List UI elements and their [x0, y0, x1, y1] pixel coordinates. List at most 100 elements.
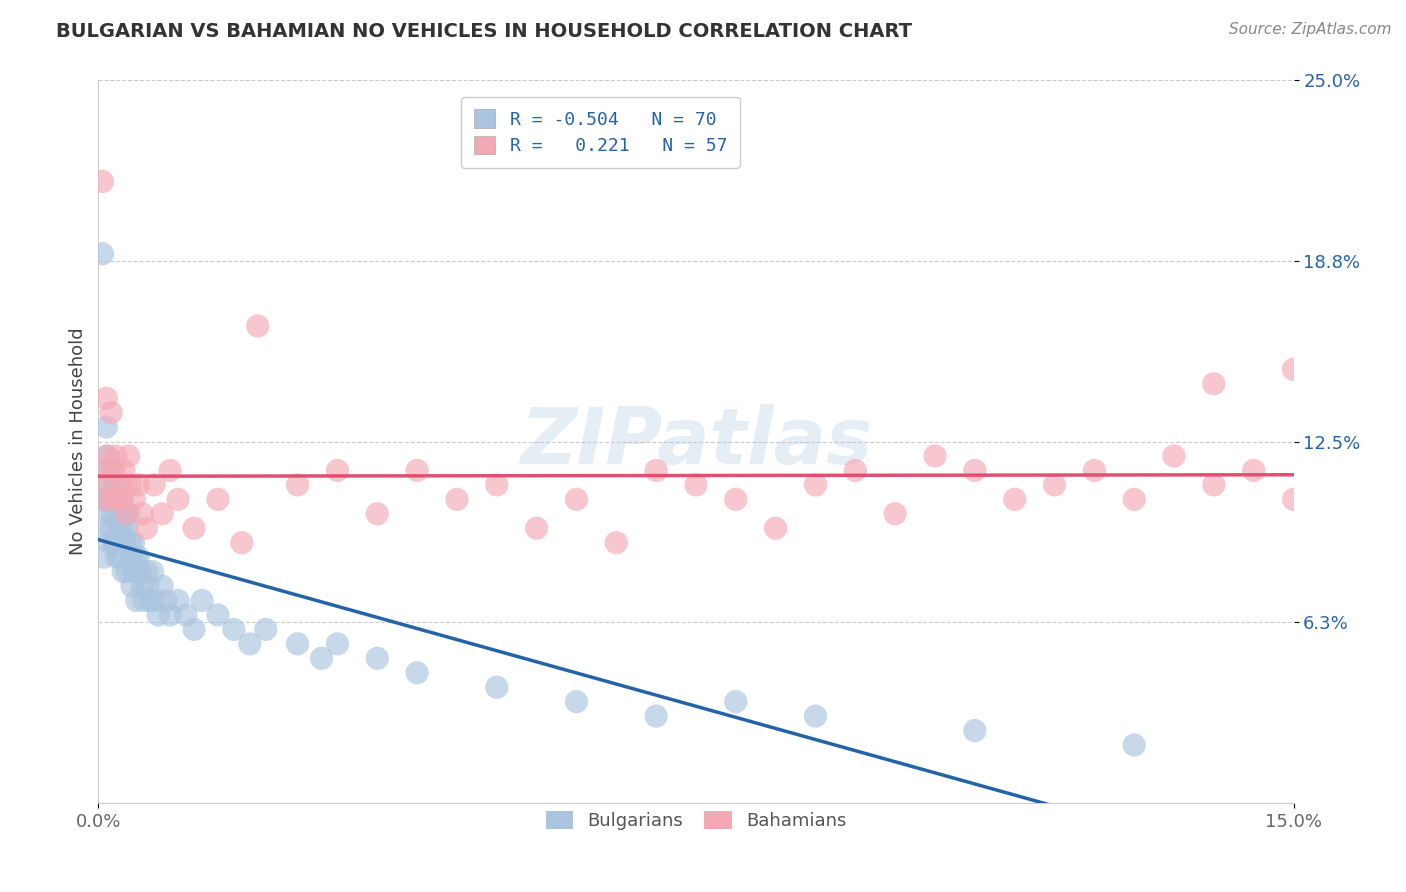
Point: [127, 550, 149, 565]
Point: [167, 593, 190, 607]
Point: [142, 565, 165, 579]
Point: [148, 607, 170, 622]
Point: [222, 623, 245, 637]
Point: [685, 478, 707, 492]
Text: BULGARIAN VS BAHAMIAN NO VEHICLES IN HOUSEHOLD CORRELATION CHART: BULGARIAN VS BAHAMIAN NO VEHICLES IN HOU…: [56, 22, 912, 41]
Y-axis label: No Vehicles in Household: No Vehicles in Household: [69, 327, 87, 556]
Point: [94, 521, 117, 535]
Point: [103, 492, 125, 507]
Point: [120, 550, 142, 565]
Point: [103, 535, 125, 549]
Point: [326, 463, 349, 477]
Point: [100, 521, 122, 535]
Point: [104, 478, 127, 492]
Point: [724, 695, 747, 709]
Point: [1163, 449, 1185, 463]
Point: [112, 463, 135, 477]
Point: [724, 492, 747, 507]
Point: [1043, 478, 1066, 492]
Point: [139, 593, 162, 607]
Point: [183, 623, 205, 637]
Point: [93, 463, 115, 477]
Point: [96, 449, 118, 463]
Point: [1282, 362, 1305, 376]
Point: [246, 318, 269, 333]
Point: [884, 507, 907, 521]
Point: [406, 463, 429, 477]
Point: [91, 246, 114, 260]
Point: [96, 391, 118, 405]
Point: [114, 535, 136, 549]
Point: [159, 463, 181, 477]
Point: [98, 478, 121, 492]
Point: [239, 637, 262, 651]
Point: [446, 492, 468, 507]
Point: [135, 521, 157, 535]
Point: [143, 478, 166, 492]
Point: [107, 507, 129, 521]
Point: [1004, 492, 1026, 507]
Text: ZIPatlas: ZIPatlas: [520, 403, 872, 480]
Point: [1243, 463, 1265, 477]
Point: [1202, 376, 1225, 391]
Point: [125, 550, 148, 565]
Point: [645, 709, 668, 723]
Point: [94, 478, 117, 492]
Point: [112, 565, 135, 579]
Point: [844, 463, 866, 477]
Point: [159, 607, 181, 622]
Point: [111, 492, 134, 507]
Point: [311, 651, 333, 665]
Point: [120, 535, 142, 549]
Point: [101, 492, 124, 507]
Point: [924, 449, 946, 463]
Point: [96, 420, 118, 434]
Point: [125, 593, 148, 607]
Point: [124, 492, 146, 507]
Point: [326, 637, 349, 651]
Point: [366, 507, 388, 521]
Point: [98, 492, 122, 507]
Point: [101, 507, 124, 521]
Point: [143, 593, 166, 607]
Point: [110, 478, 132, 492]
Point: [1123, 492, 1146, 507]
Point: [118, 449, 141, 463]
Point: [254, 623, 277, 637]
Legend: Bulgarians, Bahamians: Bulgarians, Bahamians: [538, 804, 853, 837]
Point: [804, 709, 827, 723]
Point: [135, 565, 157, 579]
Point: [107, 492, 129, 507]
Point: [103, 463, 125, 477]
Point: [124, 565, 146, 579]
Point: [207, 492, 229, 507]
Point: [565, 695, 588, 709]
Point: [963, 463, 986, 477]
Point: [485, 680, 508, 694]
Point: [110, 492, 132, 507]
Point: [150, 579, 173, 593]
Point: [97, 449, 120, 463]
Point: [963, 723, 986, 738]
Point: [118, 507, 141, 521]
Point: [120, 478, 142, 492]
Point: [645, 463, 668, 477]
Point: [127, 478, 149, 492]
Point: [105, 550, 128, 565]
Point: [131, 579, 153, 593]
Point: [1083, 463, 1105, 477]
Point: [231, 535, 253, 549]
Point: [174, 607, 197, 622]
Point: [98, 535, 121, 549]
Point: [108, 521, 131, 535]
Text: Source: ZipAtlas.com: Source: ZipAtlas.com: [1229, 22, 1392, 37]
Point: [111, 521, 134, 535]
Point: [207, 607, 229, 622]
Point: [100, 406, 122, 420]
Point: [155, 593, 177, 607]
Point: [104, 535, 127, 549]
Point: [565, 492, 588, 507]
Point: [132, 593, 155, 607]
Point: [131, 507, 153, 521]
Point: [1123, 738, 1146, 752]
